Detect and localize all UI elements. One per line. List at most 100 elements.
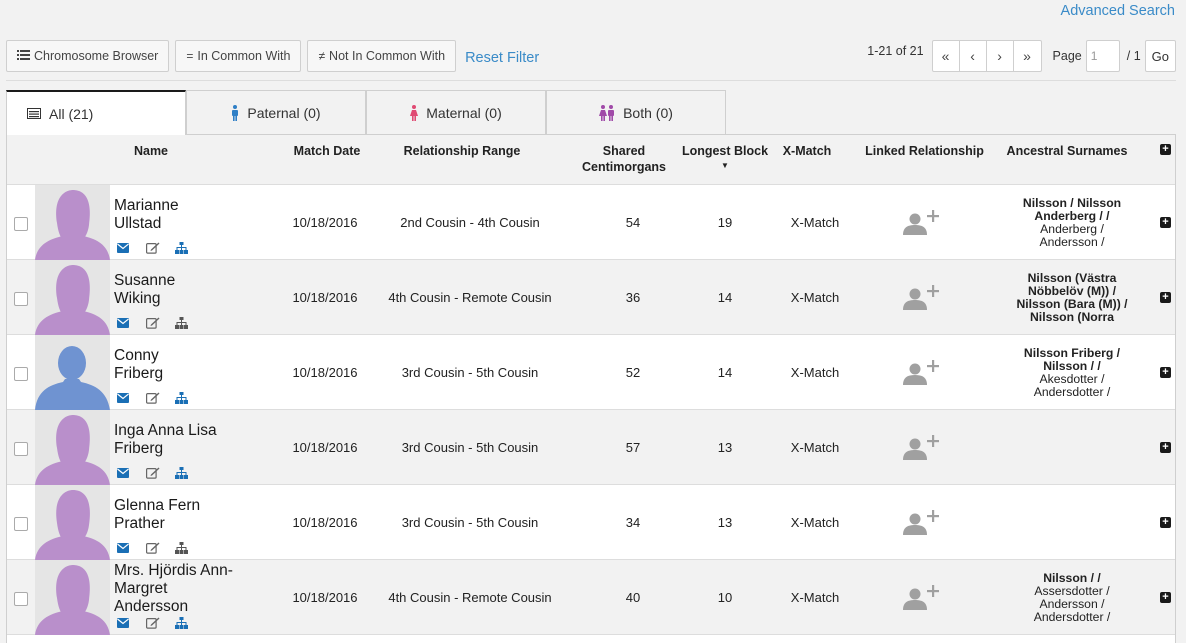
expand-row-icon[interactable]: +: [1160, 517, 1171, 528]
avatar[interactable]: [35, 560, 110, 635]
prev-page-button[interactable]: ‹: [960, 41, 987, 71]
edit-note-icon[interactable]: [146, 242, 160, 254]
person-silhouette-icon: [35, 190, 110, 260]
add-linked-relationship-button[interactable]: [887, 260, 957, 335]
surname-line: Nilsson (Västra: [1027, 270, 1117, 285]
add-person-icon: [903, 584, 939, 610]
page-number-input[interactable]: [1085, 40, 1120, 72]
expand-all-icon[interactable]: +: [1160, 144, 1171, 155]
person-silhouette-icon: [35, 565, 110, 635]
x-match-link[interactable]: X-Match: [790, 290, 840, 305]
row-checkbox[interactable]: [14, 592, 28, 606]
add-linked-relationship-button[interactable]: [887, 335, 957, 410]
page-total: / 1: [1126, 49, 1141, 63]
match-name[interactable]: Mrs. Hjördis Ann- Margret Andersson: [114, 562, 233, 616]
row-actions: [117, 467, 204, 479]
longest-block: 19: [717, 215, 733, 230]
tab-paternal[interactable]: Paternal (0): [186, 90, 366, 134]
x-match-link[interactable]: X-Match: [790, 440, 840, 455]
reset-filter-link[interactable]: Reset Filter: [465, 49, 540, 66]
col-match-date[interactable]: Match Date: [293, 144, 361, 158]
match-name-line2: Ullstad: [114, 215, 162, 232]
next-page-button[interactable]: ›: [987, 41, 1014, 71]
edit-note-icon[interactable]: [146, 542, 160, 554]
row-actions: [117, 617, 204, 629]
row-checkbox[interactable]: [14, 292, 28, 306]
row-checkbox[interactable]: [14, 217, 28, 231]
tab-both[interactable]: Both (0): [546, 90, 726, 134]
family-tree-icon[interactable]: [175, 542, 189, 554]
col-linked-relationship[interactable]: Linked Relationship: [865, 144, 984, 158]
add-person-icon: [903, 359, 939, 385]
surname-line: Nilsson (Bara (M)) /: [1016, 296, 1128, 311]
advanced-search-link[interactable]: Advanced Search: [1060, 3, 1175, 19]
couple-icon: [599, 104, 615, 121]
edit-note-icon[interactable]: [146, 392, 160, 404]
tab-maternal[interactable]: Maternal (0): [366, 90, 546, 134]
envelope-icon[interactable]: [117, 542, 131, 554]
table-row: Glenna Fern Prather 10/18/2016 3rd Cousi…: [7, 485, 1175, 560]
family-tree-icon[interactable]: [175, 317, 189, 329]
add-linked-relationship-button[interactable]: [887, 410, 957, 485]
in-common-with-button[interactable]: = In Common With: [175, 40, 302, 72]
ancestral-surnames: Nilsson Friberg / Nilsson / / Akesdotter /…: [997, 335, 1147, 410]
avatar[interactable]: [35, 260, 110, 335]
row-checkbox[interactable]: [14, 442, 28, 456]
col-shared-centimorgans[interactable]: Shared Centimorgans: [574, 143, 674, 175]
family-tree-icon[interactable]: [175, 392, 189, 404]
x-match-link[interactable]: X-Match: [790, 215, 840, 230]
col-longest-block[interactable]: Longest Block ▼: [675, 143, 775, 173]
surname-line: Andersson /: [1039, 596, 1105, 611]
first-page-button[interactable]: «: [933, 41, 960, 71]
expand-row-icon[interactable]: +: [1160, 592, 1171, 603]
tab-both-label: Both (0): [623, 104, 673, 121]
edit-note-icon[interactable]: [146, 467, 160, 479]
col-relationship-range[interactable]: Relationship Range: [403, 144, 521, 158]
expand-row-icon[interactable]: +: [1160, 292, 1171, 303]
expand-row-icon[interactable]: +: [1160, 442, 1171, 453]
chromosome-browser-button[interactable]: Chromosome Browser: [6, 40, 170, 72]
avatar[interactable]: [35, 185, 110, 260]
edit-note-icon[interactable]: [146, 317, 160, 329]
add-linked-relationship-button[interactable]: [887, 185, 957, 260]
family-tree-icon[interactable]: [175, 617, 189, 629]
add-person-icon: [903, 509, 939, 535]
x-match-link[interactable]: X-Match: [790, 515, 840, 530]
match-name[interactable]: Inga Anna Lisa Friberg: [114, 422, 217, 458]
envelope-icon[interactable]: [117, 392, 131, 404]
avatar[interactable]: [35, 485, 110, 560]
family-tree-icon[interactable]: [175, 467, 189, 479]
match-name[interactable]: Conny Friberg: [114, 347, 163, 383]
envelope-icon[interactable]: [117, 242, 131, 254]
row-checkbox[interactable]: [14, 517, 28, 531]
col-ancestral-surnames[interactable]: Ancestral Surnames: [1006, 144, 1128, 158]
x-match-link[interactable]: X-Match: [790, 590, 840, 605]
last-page-button[interactable]: »: [1023, 48, 1031, 64]
edit-note-icon[interactable]: [146, 617, 160, 629]
match-name-line2: Prather: [114, 515, 165, 532]
envelope-icon[interactable]: [117, 317, 131, 329]
add-linked-relationship-button[interactable]: [887, 485, 957, 560]
envelope-icon[interactable]: [117, 467, 131, 479]
go-button[interactable]: Go: [1144, 40, 1176, 72]
match-name[interactable]: Marianne Ullstad: [114, 197, 179, 233]
tab-all[interactable]: All (21): [6, 90, 186, 135]
avatar[interactable]: [35, 410, 110, 485]
match-name[interactable]: Susanne Wiking: [114, 272, 175, 308]
envelope-icon[interactable]: [117, 617, 131, 629]
chromosome-browser-label: Chromosome Browser: [34, 49, 159, 63]
x-match-link[interactable]: X-Match: [790, 365, 840, 380]
col-x-match[interactable]: X-Match: [782, 144, 832, 158]
col-shared-line1: Shared: [602, 144, 646, 158]
longest-block: 13: [717, 440, 733, 455]
row-checkbox[interactable]: [14, 367, 28, 381]
expand-row-icon[interactable]: +: [1160, 367, 1171, 378]
match-name[interactable]: Glenna Fern Prather: [114, 497, 200, 533]
surname-line: Nilsson / /: [1043, 358, 1101, 373]
not-in-common-with-button[interactable]: ≠ Not In Common With: [307, 40, 457, 72]
avatar[interactable]: [35, 335, 110, 410]
family-tree-icon[interactable]: [175, 242, 189, 254]
col-name[interactable]: Name: [133, 144, 169, 158]
expand-row-icon[interactable]: +: [1160, 217, 1171, 228]
add-linked-relationship-button[interactable]: [887, 560, 957, 635]
